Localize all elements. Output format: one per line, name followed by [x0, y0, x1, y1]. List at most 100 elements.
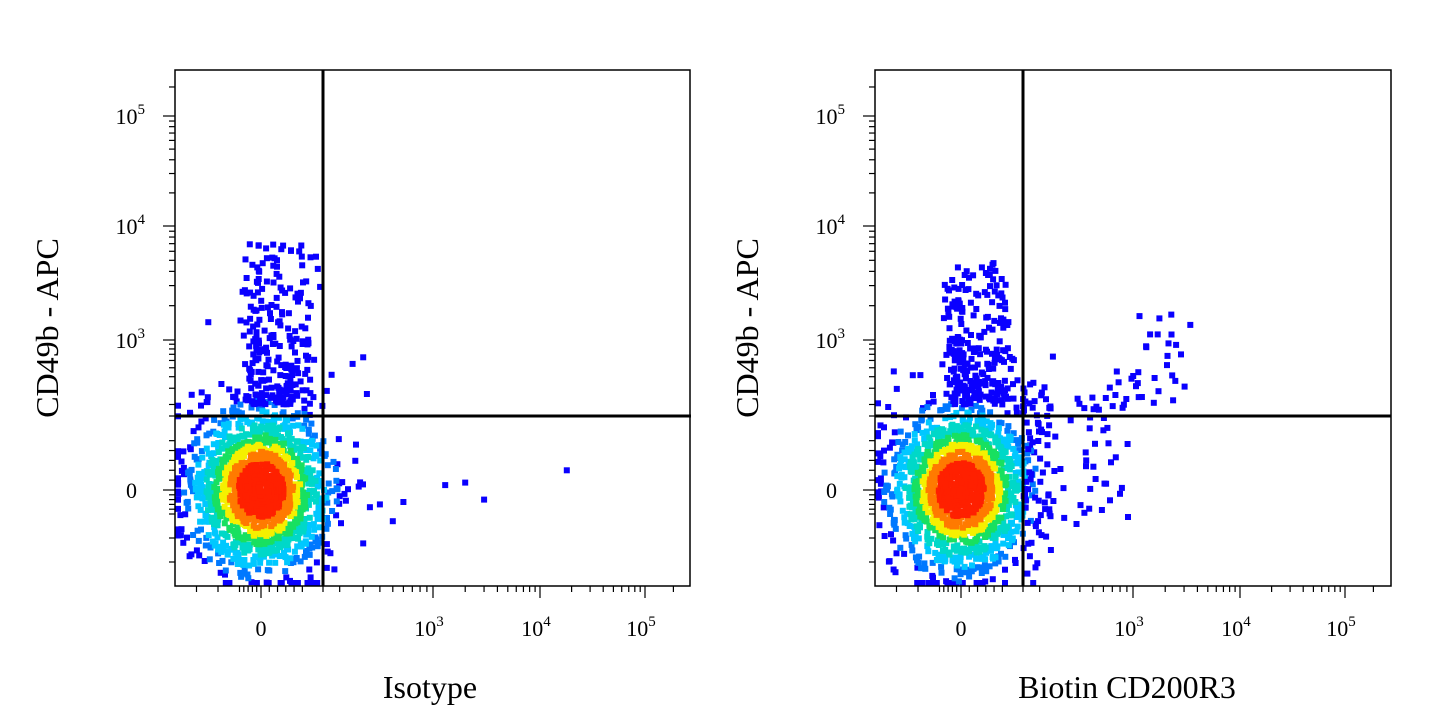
density-point — [966, 419, 973, 426]
density-point — [235, 424, 242, 431]
event-point — [982, 393, 989, 400]
event-point — [280, 387, 287, 394]
event-point — [999, 294, 1006, 301]
density-point — [901, 449, 908, 456]
density-point — [1006, 466, 1013, 473]
density-point — [880, 459, 887, 466]
event-point — [297, 289, 304, 296]
density-point — [303, 416, 310, 423]
event-point — [989, 326, 996, 333]
density-point — [175, 453, 181, 460]
density-point — [269, 422, 276, 429]
event-point — [1135, 394, 1142, 401]
density-point — [210, 450, 217, 457]
density-point — [930, 500, 937, 507]
y-tick-label: 103 — [116, 326, 146, 353]
density-point — [240, 332, 247, 339]
density-point — [995, 443, 1002, 450]
density-point — [875, 489, 881, 496]
density-point — [938, 563, 945, 570]
event-point — [967, 400, 974, 407]
density-point — [972, 505, 979, 512]
density-point — [981, 543, 988, 550]
density-point — [919, 580, 926, 586]
density-point — [951, 575, 958, 582]
density-point — [967, 488, 974, 495]
density-point — [1012, 560, 1019, 566]
density-point — [221, 530, 228, 537]
density-point — [1014, 377, 1021, 384]
event-point — [950, 377, 957, 384]
density-point — [998, 550, 1004, 557]
density-point — [995, 558, 1002, 565]
density-point — [936, 551, 943, 558]
density-point — [272, 559, 279, 566]
event-point — [995, 380, 1002, 387]
event-point — [255, 267, 262, 274]
density-point — [308, 533, 315, 540]
event-point — [1169, 372, 1176, 379]
density-point — [923, 428, 930, 435]
density-point — [887, 506, 894, 513]
event-point — [954, 264, 961, 271]
density-point — [296, 514, 302, 520]
density-point — [1057, 466, 1064, 472]
event-point — [961, 272, 968, 278]
density-point — [284, 540, 291, 547]
density-point — [217, 569, 224, 576]
density-point — [897, 454, 904, 461]
density-point — [1007, 437, 1014, 444]
event-point — [1060, 485, 1067, 492]
density-point — [222, 445, 229, 452]
event-point — [1061, 514, 1068, 521]
density-point — [968, 407, 975, 413]
density-point — [908, 516, 915, 523]
density-point — [229, 407, 236, 414]
x-tick-label: 105 — [1326, 614, 1356, 641]
density-point — [898, 457, 905, 464]
event-point — [998, 397, 1005, 404]
event-point — [284, 382, 290, 389]
density-point — [233, 398, 240, 405]
density-point — [912, 554, 919, 561]
density-point — [297, 481, 304, 488]
density-point — [366, 504, 373, 511]
event-point — [1022, 497, 1029, 504]
density-point — [901, 550, 908, 557]
density-point — [944, 480, 951, 487]
density-point — [989, 534, 996, 541]
event-point — [263, 362, 270, 369]
density-point — [177, 512, 184, 519]
density-point — [992, 465, 999, 472]
density-point — [215, 516, 222, 523]
outlier-point — [400, 499, 407, 505]
density-point — [232, 538, 239, 545]
event-point — [253, 346, 260, 353]
event-point — [307, 390, 314, 397]
event-point — [294, 294, 301, 301]
density-point — [286, 527, 293, 534]
event-point — [270, 279, 277, 286]
density-point — [877, 453, 884, 460]
density-point — [901, 456, 908, 463]
event-point — [250, 400, 257, 407]
density-point — [282, 568, 289, 575]
density-point — [956, 546, 963, 553]
x-tick-label: 0 — [256, 616, 267, 641]
density-point — [341, 490, 348, 497]
density-point — [201, 558, 208, 564]
event-point — [1000, 324, 1007, 331]
density-point — [973, 555, 980, 562]
event-point — [293, 390, 300, 397]
density-point — [929, 523, 936, 530]
event-point — [295, 370, 302, 377]
event-point — [986, 324, 992, 331]
density-point — [901, 519, 908, 526]
density-point — [180, 464, 187, 471]
density-point — [894, 473, 901, 480]
density-point — [1007, 519, 1014, 526]
density-point — [966, 553, 973, 560]
density-point — [943, 578, 950, 585]
density-point — [884, 483, 891, 490]
event-point — [1035, 421, 1042, 428]
